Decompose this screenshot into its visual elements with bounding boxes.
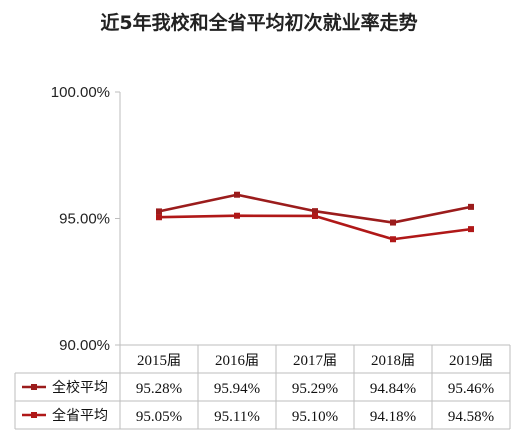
- series-name-label: 全省平均: [52, 407, 108, 424]
- x-category-label: 2015届: [137, 353, 181, 369]
- table-cell-value: 95.11%: [214, 409, 260, 425]
- legend-key-marker: [31, 384, 37, 390]
- data-point: [390, 219, 396, 226]
- y-tick-label: 100.00%: [51, 84, 110, 101]
- x-category-label: 2017届: [293, 353, 337, 369]
- data-point: [468, 226, 474, 233]
- y-tick-label: 90.00%: [59, 337, 110, 354]
- y-tick-label: 95.00%: [59, 211, 110, 228]
- table-cell-value: 94.84%: [370, 381, 416, 397]
- series-name-label: 全校平均: [52, 379, 108, 396]
- table-cell-value: 95.46%: [448, 381, 494, 397]
- x-category-label: 2018届: [371, 353, 415, 369]
- data-point: [234, 212, 240, 219]
- chart-title: 近5年我校和全省平均初次就业率走势: [100, 12, 418, 34]
- table-cell-value: 95.29%: [292, 381, 338, 397]
- legend-key-marker: [31, 412, 37, 418]
- data-point: [156, 208, 162, 215]
- x-category-label: 2019届: [449, 353, 493, 369]
- table-cell-value: 95.94%: [214, 381, 260, 397]
- table-cell-value: 94.18%: [370, 409, 416, 425]
- table-cell-value: 95.28%: [136, 381, 182, 397]
- data-point: [390, 236, 396, 243]
- data-point: [156, 214, 162, 221]
- table-cell-value: 95.10%: [292, 409, 338, 425]
- data-point: [312, 208, 318, 215]
- data-point: [468, 203, 474, 210]
- data-point: [234, 191, 240, 198]
- x-category-label: 2016届: [215, 353, 259, 369]
- data-point: [312, 212, 318, 219]
- table-cell-value: 95.05%: [136, 409, 182, 425]
- series-line: [158, 214, 472, 241]
- table-cell-value: 94.58%: [448, 409, 494, 425]
